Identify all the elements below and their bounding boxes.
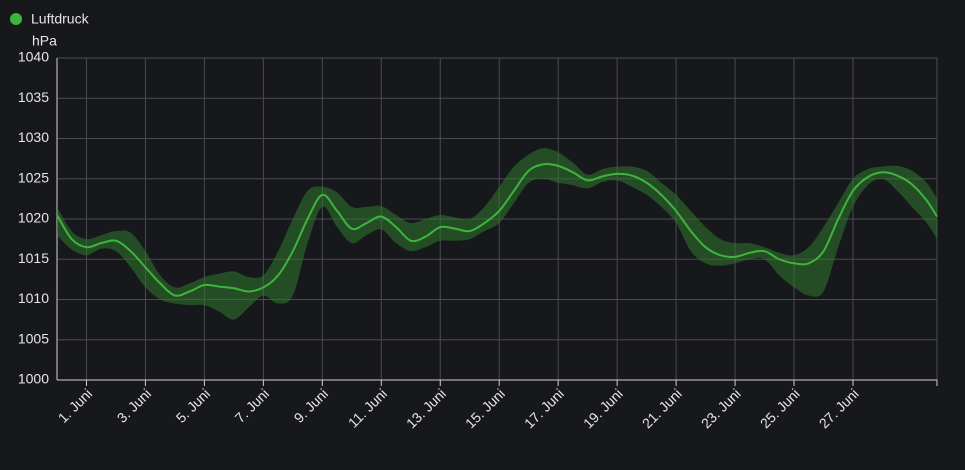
y-tick-label: 1000 xyxy=(18,371,49,387)
y-tick-label: 1030 xyxy=(18,129,49,145)
y-tick-label: 1035 xyxy=(18,89,49,105)
legend-swatch[interactable] xyxy=(10,13,22,25)
legend-label[interactable]: Luftdruck xyxy=(31,11,90,27)
y-tick-label: 1025 xyxy=(18,169,49,185)
y-unit: hPa xyxy=(32,33,57,49)
y-tick-label: 1005 xyxy=(18,330,49,346)
y-tick-label: 1040 xyxy=(18,49,49,65)
y-tick-label: 1020 xyxy=(18,210,49,226)
y-tick-label: 1015 xyxy=(18,250,49,266)
line xyxy=(56,162,938,297)
y-tick-label: 1010 xyxy=(18,290,49,306)
